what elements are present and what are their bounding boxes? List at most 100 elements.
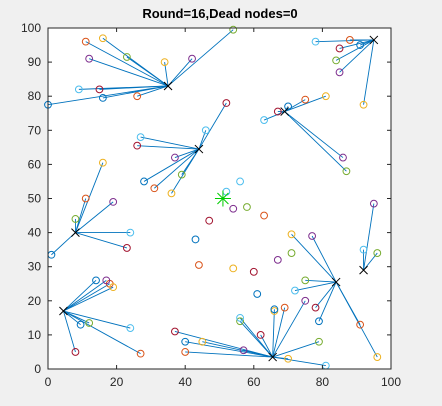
cluster-head-stroke bbox=[71, 228, 80, 237]
member-node bbox=[236, 313, 244, 322]
chart-title: Round=16,Dead nodes=0 bbox=[142, 6, 297, 21]
member-node bbox=[102, 276, 111, 285]
member-node bbox=[345, 36, 354, 44]
x-tick-label: 100 bbox=[381, 375, 401, 389]
member-node bbox=[198, 337, 207, 346]
cluster-link bbox=[75, 232, 128, 249]
member-node bbox=[95, 85, 104, 94]
member-node bbox=[260, 116, 268, 124]
sensor-node bbox=[287, 249, 296, 257]
member-node bbox=[171, 153, 179, 162]
cluster-link bbox=[137, 145, 199, 150]
member-node bbox=[280, 303, 289, 312]
member-node bbox=[315, 337, 323, 346]
member-node bbox=[181, 348, 190, 356]
cluster-link bbox=[167, 29, 234, 87]
member-node bbox=[201, 126, 210, 135]
cluster-link bbox=[305, 279, 337, 283]
x-tick-label: 80 bbox=[316, 375, 330, 389]
x-axis: 0 20 40 60 80 100 bbox=[45, 28, 401, 389]
member-node bbox=[126, 228, 135, 237]
cluster-link bbox=[47, 85, 169, 106]
cluster-link bbox=[167, 58, 193, 87]
cluster-head-stroke bbox=[359, 265, 368, 275]
cluster-link bbox=[185, 351, 273, 358]
cluster-head-marker bbox=[194, 144, 204, 154]
member-node bbox=[74, 85, 83, 94]
sensor-node bbox=[229, 204, 238, 213]
cluster-link bbox=[63, 310, 141, 355]
member-node bbox=[229, 25, 238, 34]
sensor-node bbox=[195, 261, 203, 269]
cluster-head-marker bbox=[163, 81, 173, 91]
member-node bbox=[98, 94, 107, 102]
cluster-head-stroke bbox=[194, 144, 204, 154]
cluster-link bbox=[335, 281, 378, 358]
base-station-layer bbox=[214, 190, 231, 207]
member-node bbox=[273, 107, 282, 116]
x-tick-label: 20 bbox=[110, 375, 124, 389]
member-node bbox=[335, 44, 344, 53]
y-tick-label: 70 bbox=[28, 123, 42, 137]
member-node bbox=[98, 158, 107, 167]
member-node bbox=[98, 34, 107, 43]
member-node bbox=[284, 354, 293, 363]
member-node bbox=[270, 305, 279, 314]
member-node bbox=[188, 54, 196, 63]
cluster-link bbox=[198, 102, 227, 150]
member-node bbox=[359, 245, 368, 254]
cluster-link bbox=[102, 85, 169, 99]
cluster-head-stroke bbox=[268, 352, 278, 362]
sensor-node bbox=[249, 267, 258, 276]
y-tick-label: 40 bbox=[28, 226, 42, 240]
cluster-head-marker bbox=[59, 306, 68, 316]
member-node bbox=[321, 92, 330, 101]
member-node bbox=[291, 286, 299, 295]
member-node bbox=[92, 276, 100, 285]
isolated-nodes-layer bbox=[191, 177, 296, 315]
member-node bbox=[133, 141, 142, 150]
member-node bbox=[301, 95, 310, 104]
member-node bbox=[126, 324, 135, 332]
member-node bbox=[150, 184, 159, 193]
y-tick-label: 60 bbox=[28, 157, 42, 171]
cluster-link bbox=[272, 356, 326, 367]
cluster-head-stroke bbox=[280, 107, 290, 116]
member-node bbox=[335, 68, 344, 77]
y-axis: 0 10 20 30 40 50 60 70 80 90 100 bbox=[21, 21, 391, 376]
member-node bbox=[81, 194, 90, 203]
y-tick-label: 10 bbox=[28, 328, 42, 342]
member-node bbox=[177, 170, 186, 179]
cluster-link bbox=[99, 85, 169, 90]
member-node bbox=[315, 317, 323, 326]
member-node bbox=[359, 100, 368, 109]
member-node bbox=[181, 337, 190, 346]
cluster-link bbox=[294, 281, 337, 292]
sensor-node bbox=[229, 264, 238, 273]
cluster-head-marker bbox=[71, 228, 80, 237]
cluster-link bbox=[363, 39, 375, 105]
cluster-link bbox=[140, 136, 200, 150]
member-node bbox=[356, 41, 365, 49]
cluster-link bbox=[272, 300, 306, 358]
sensor-node bbox=[273, 255, 282, 264]
cluster-link bbox=[243, 349, 273, 358]
cluster-link bbox=[137, 85, 169, 97]
cluster-link bbox=[174, 148, 200, 159]
cluster-link bbox=[318, 281, 337, 322]
member-node bbox=[332, 56, 341, 65]
member-node bbox=[256, 331, 265, 339]
cluster-link bbox=[126, 56, 169, 87]
y-tick-label: 80 bbox=[28, 89, 42, 103]
cluster-heads-layer bbox=[59, 35, 379, 362]
y-tick-label: 50 bbox=[28, 192, 42, 206]
cluster-link bbox=[363, 203, 375, 271]
cluster-link bbox=[272, 341, 320, 358]
cluster-link bbox=[85, 41, 169, 87]
member-node bbox=[85, 319, 94, 327]
member-node bbox=[222, 99, 231, 107]
member-node bbox=[342, 167, 351, 176]
cluster-head-stroke bbox=[369, 35, 379, 45]
